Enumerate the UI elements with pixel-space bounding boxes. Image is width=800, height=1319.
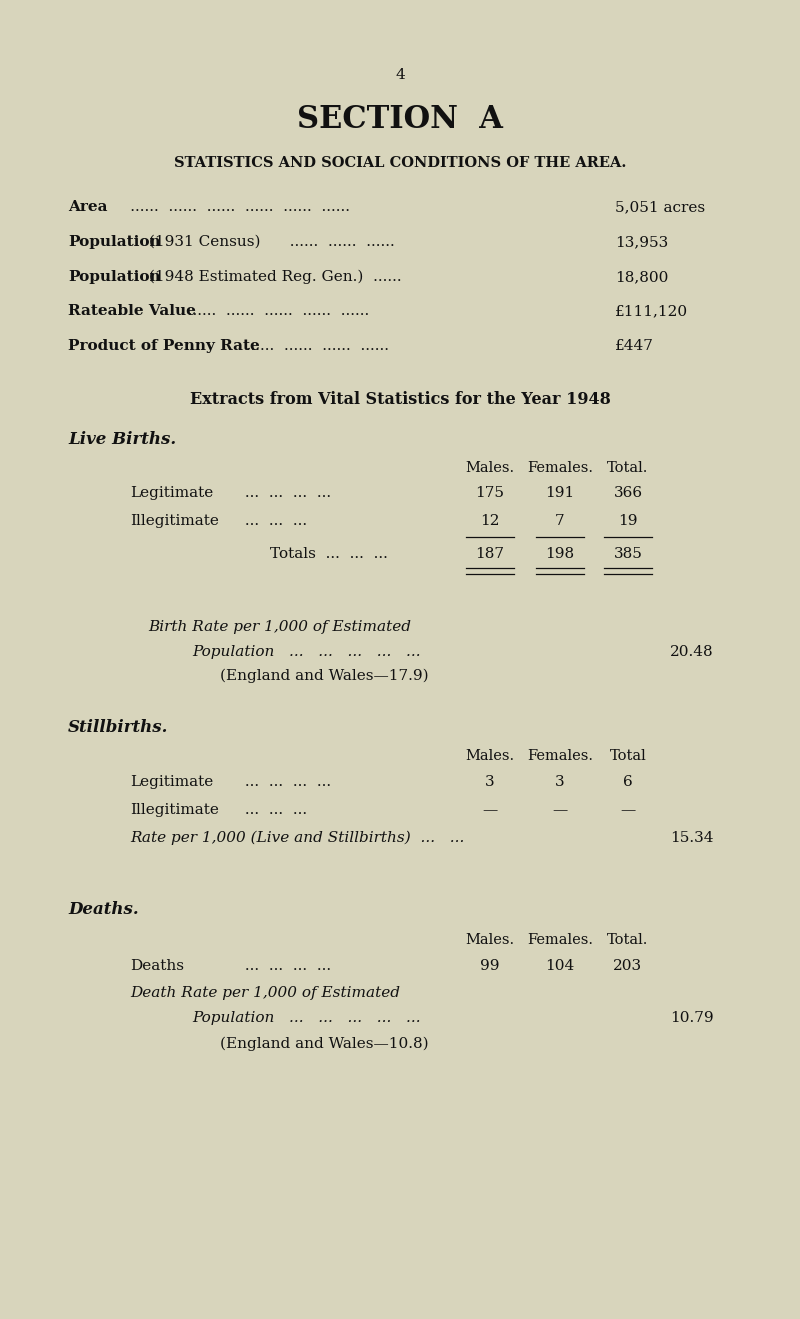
Text: ......  ......  ......  ......  ......  ......: ...... ...... ...... ...... ...... .....… xyxy=(101,200,350,214)
Text: ......  ......  ......  ......: ...... ...... ...... ...... xyxy=(236,339,389,353)
Text: —: — xyxy=(482,803,498,816)
Text: 366: 366 xyxy=(614,485,642,500)
Text: Totals  ...  ...  ...: Totals ... ... ... xyxy=(270,547,388,561)
Text: Illegitimate: Illegitimate xyxy=(130,803,219,816)
Text: (1931 Census)      ......  ......  ......: (1931 Census) ...... ...... ...... xyxy=(144,235,394,249)
Text: £447: £447 xyxy=(615,339,654,353)
Text: Deaths: Deaths xyxy=(130,959,184,973)
Text: 187: 187 xyxy=(475,547,505,561)
Text: 203: 203 xyxy=(614,959,642,973)
Text: Deaths.: Deaths. xyxy=(68,901,138,918)
Text: Live Births.: Live Births. xyxy=(68,431,176,448)
Text: STATISTICS AND SOCIAL CONDITIONS OF THE AREA.: STATISTICS AND SOCIAL CONDITIONS OF THE … xyxy=(174,156,626,170)
Text: —: — xyxy=(620,803,636,816)
Text: Legitimate: Legitimate xyxy=(130,776,214,789)
Text: £111,120: £111,120 xyxy=(615,303,688,318)
Text: 104: 104 xyxy=(546,959,574,973)
Text: —: — xyxy=(552,803,568,816)
Text: Illegitimate: Illegitimate xyxy=(130,514,219,528)
Text: 13,953: 13,953 xyxy=(615,235,668,249)
Text: ...  ...  ...: ... ... ... xyxy=(240,514,307,528)
Text: 198: 198 xyxy=(546,547,574,561)
Text: 3: 3 xyxy=(485,776,495,789)
Text: SECTION  A: SECTION A xyxy=(297,104,503,136)
Text: Population: Population xyxy=(68,235,161,249)
Text: 175: 175 xyxy=(475,485,505,500)
Text: (England and Wales—10.8): (England and Wales—10.8) xyxy=(220,1037,429,1051)
Text: 18,800: 18,800 xyxy=(615,270,668,284)
Text: (1948 Estimated Reg. Gen.)  ......: (1948 Estimated Reg. Gen.) ...... xyxy=(144,270,402,284)
Text: Rate per 1,000 (Live and Stillbirths)  ...   ...: Rate per 1,000 (Live and Stillbirths) ..… xyxy=(130,831,464,845)
Text: Males.: Males. xyxy=(466,933,514,947)
Text: ...  ...  ...  ...: ... ... ... ... xyxy=(240,776,331,789)
Text: 19: 19 xyxy=(618,514,638,528)
Text: Death Rate per 1,000 of Estimated: Death Rate per 1,000 of Estimated xyxy=(130,987,400,1000)
Text: Stillbirths.: Stillbirths. xyxy=(68,719,168,736)
Text: Total.: Total. xyxy=(607,933,649,947)
Text: 15.34: 15.34 xyxy=(670,831,714,845)
Text: 3: 3 xyxy=(555,776,565,789)
Text: 5,051 acres: 5,051 acres xyxy=(615,200,705,214)
Text: Product of Penny Rate: Product of Penny Rate xyxy=(68,339,260,353)
Text: Total.: Total. xyxy=(607,462,649,475)
Text: (England and Wales—17.9): (England and Wales—17.9) xyxy=(220,669,429,683)
Text: Males.: Males. xyxy=(466,462,514,475)
Text: Females.: Females. xyxy=(527,462,593,475)
Text: Birth Rate per 1,000 of Estimated: Birth Rate per 1,000 of Estimated xyxy=(148,620,411,634)
Text: Males.: Males. xyxy=(466,749,514,762)
Text: Area: Area xyxy=(68,200,107,214)
Text: Females.: Females. xyxy=(527,933,593,947)
Text: 191: 191 xyxy=(546,485,574,500)
Text: 4: 4 xyxy=(395,69,405,82)
Text: ...  ...  ...  ...: ... ... ... ... xyxy=(240,959,331,973)
Text: Rateable Value: Rateable Value xyxy=(68,303,196,318)
Text: 385: 385 xyxy=(614,547,642,561)
Text: Females.: Females. xyxy=(527,749,593,762)
Text: ...  ...  ...  ...: ... ... ... ... xyxy=(240,485,331,500)
Text: 12: 12 xyxy=(480,514,500,528)
Text: Total: Total xyxy=(610,749,646,762)
Text: Extracts from Vital Statistics for the Year 1948: Extracts from Vital Statistics for the Y… xyxy=(190,392,610,409)
Text: 10.79: 10.79 xyxy=(670,1010,714,1025)
Text: 20.48: 20.48 xyxy=(670,645,714,660)
Text: 99: 99 xyxy=(480,959,500,973)
Text: Population   ...   ...   ...   ...   ...: Population ... ... ... ... ... xyxy=(192,1010,421,1025)
Text: ......  ......  ......  ......  ......: ...... ...... ...... ...... ...... xyxy=(178,303,370,318)
Text: ...  ...  ...: ... ... ... xyxy=(240,803,307,816)
Text: Legitimate: Legitimate xyxy=(130,485,214,500)
Text: Population: Population xyxy=(68,270,161,284)
Text: Population   ...   ...   ...   ...   ...: Population ... ... ... ... ... xyxy=(192,645,421,660)
Text: 7: 7 xyxy=(555,514,565,528)
Text: 6: 6 xyxy=(623,776,633,789)
